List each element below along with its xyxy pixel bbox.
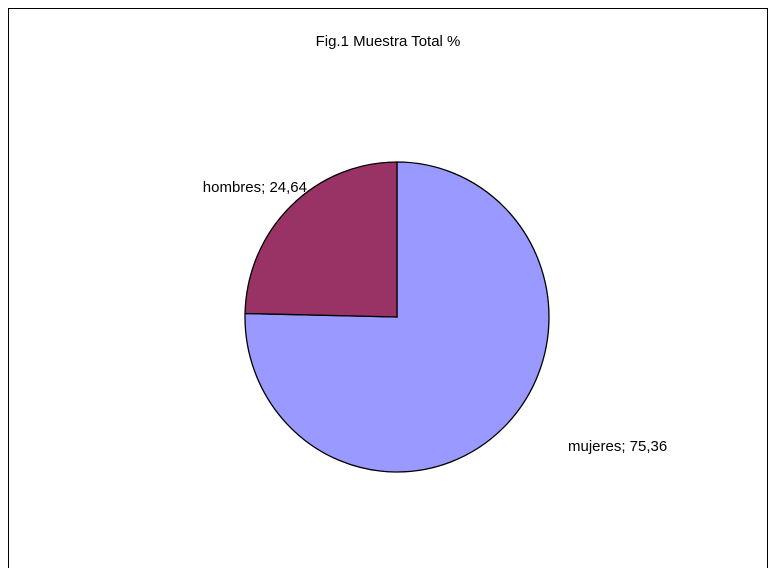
data-label: hombres; 24,64 [203,179,307,196]
data-label: mujeres; 75,36 [568,438,667,455]
pie-slice [244,161,398,318]
chart-title: Fig.1 Muestra Total % [316,33,461,50]
pie-slice [244,161,550,473]
